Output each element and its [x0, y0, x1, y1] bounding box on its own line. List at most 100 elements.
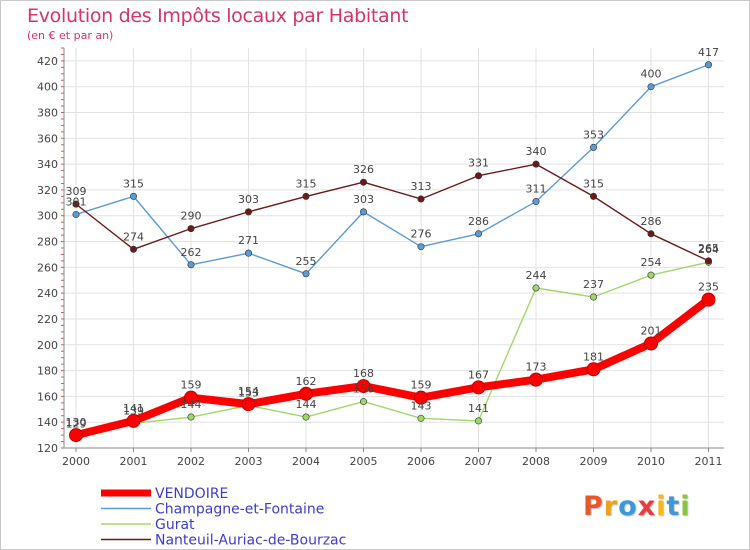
data-label: 159 [181, 379, 202, 392]
y-tick-label: 260 [37, 261, 58, 274]
y-tick-label: 280 [37, 236, 58, 249]
y-tick-label: 220 [37, 313, 58, 326]
y-tick-label: 200 [37, 339, 58, 352]
data-label: 154 [238, 385, 259, 398]
data-point [704, 61, 712, 69]
data-point [471, 380, 486, 395]
y-tick-label: 140 [37, 416, 58, 429]
y-tick-label: 380 [37, 107, 58, 120]
data-point [417, 243, 425, 251]
data-point [130, 192, 138, 200]
chart-subtitle: (en € et par an) [27, 29, 114, 42]
data-point [589, 293, 597, 301]
data-label: 141 [123, 402, 144, 415]
legend-label: Nanteuil-Auriac-de-Bourzac [155, 533, 346, 549]
data-point [302, 270, 310, 278]
data-label: 340 [526, 145, 547, 158]
data-label: 144 [296, 398, 317, 411]
data-label: 143 [411, 399, 432, 412]
x-tick-label: 2011 [695, 455, 723, 468]
chart-title: Evolution des Impôts locaux par Habitant [27, 5, 409, 27]
data-point [126, 413, 141, 428]
data-point [130, 245, 138, 253]
data-point [187, 261, 195, 269]
data-label: 235 [698, 281, 719, 294]
data-label: 311 [526, 183, 547, 196]
data-label: 271 [238, 234, 259, 247]
data-label: 313 [411, 180, 432, 193]
y-tick-label: 320 [37, 184, 58, 197]
data-point [417, 195, 425, 203]
data-point [414, 390, 428, 405]
x-tick-label: 2006 [407, 455, 435, 468]
legend-label: VENDOIRE [155, 486, 228, 502]
x-tick-label: 2002 [177, 455, 205, 468]
series-line [75, 261, 710, 438]
data-label: 181 [583, 350, 604, 363]
data-label: 153 [238, 386, 259, 399]
data-point [701, 292, 716, 307]
data-label: 173 [526, 361, 547, 374]
data-label: 303 [238, 193, 259, 206]
series-champagne-et-fontaine [72, 61, 712, 278]
data-label: 255 [296, 255, 317, 268]
data-point [644, 336, 658, 351]
data-label: 315 [583, 177, 604, 190]
data-point [187, 225, 195, 233]
data-point [359, 208, 367, 216]
legend-label: Champagne-et-Fontaine [155, 502, 324, 518]
data-label: 168 [353, 367, 374, 380]
y-tick-label: 340 [37, 158, 58, 171]
data-label: 167 [468, 368, 489, 381]
data-point [647, 230, 655, 238]
x-tick-label: 2001 [120, 455, 148, 468]
data-label: 130 [66, 416, 87, 429]
x-tick-label: 2008 [522, 455, 550, 468]
y-tick-label: 360 [37, 132, 58, 145]
proxiti-logo: Proxiti [583, 491, 691, 522]
grid [64, 48, 724, 449]
legend: VENDOIREChampagne-et-FontaineGuratNanteu… [101, 486, 346, 549]
data-label: 129 [66, 417, 87, 430]
data-point [245, 208, 253, 216]
data-label: 301 [66, 195, 87, 208]
data-label: 141 [468, 402, 489, 415]
x-tick-label: 2007 [465, 455, 493, 468]
x-tick-label: 2010 [637, 455, 665, 468]
data-point [529, 372, 543, 387]
plot-area [64, 48, 724, 448]
data-label: 331 [468, 157, 489, 170]
data-point [417, 414, 425, 422]
data-label: 244 [526, 269, 547, 282]
data-point [302, 413, 310, 421]
data-point [241, 397, 256, 412]
data-label: 254 [641, 256, 662, 269]
data-label: 286 [468, 215, 489, 228]
data-point [647, 271, 655, 279]
data-label: 315 [123, 177, 144, 190]
data-point [299, 386, 313, 401]
data-point [474, 230, 482, 238]
data-label: 315 [296, 177, 317, 190]
series-nanteuil-auriac-de-bourzac [72, 160, 712, 265]
data-point [532, 198, 540, 206]
series-line [75, 64, 710, 275]
data-label: 262 [181, 246, 202, 259]
data-label: 400 [641, 68, 662, 81]
data-label: 162 [296, 375, 317, 388]
data-point [589, 192, 597, 200]
x-tick-label: 2004 [292, 455, 320, 468]
data-point [359, 398, 367, 406]
data-label: 417 [698, 46, 719, 59]
data-label: 144 [181, 398, 202, 411]
data-label: 139 [123, 404, 144, 417]
x-tick-label: 2003 [235, 455, 263, 468]
data-label: 156 [353, 383, 374, 396]
data-label: 237 [583, 278, 604, 291]
data-label: 201 [641, 324, 662, 337]
y-tick-label: 400 [37, 81, 58, 94]
data-point [474, 172, 482, 180]
x-tick-label: 2000 [62, 455, 90, 468]
